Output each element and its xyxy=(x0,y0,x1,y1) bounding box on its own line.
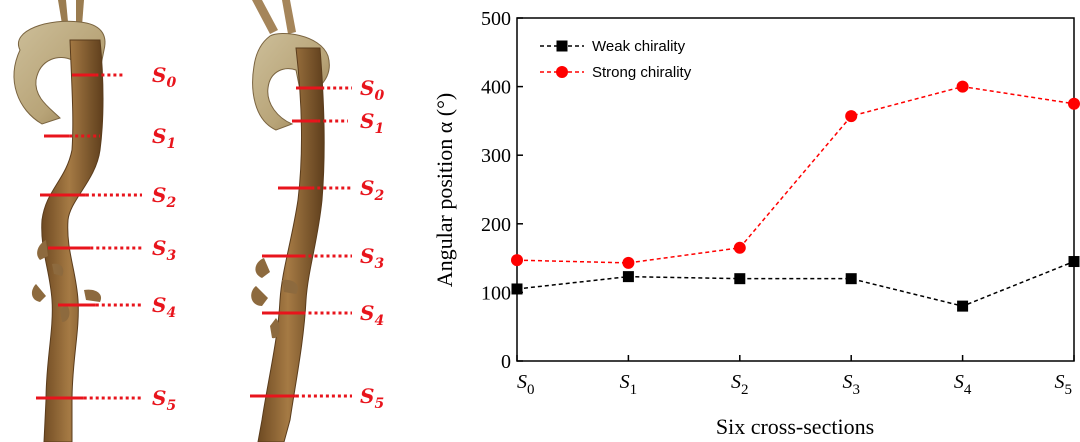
strong-section-label-0: S0 xyxy=(360,76,384,104)
series-0-point-3 xyxy=(845,273,857,285)
strong-section-label-3-letter: S xyxy=(360,244,374,268)
x-tick-subscript-0: 0 xyxy=(527,382,535,398)
strong-section-label-2-letter: S xyxy=(360,176,374,200)
strong-section-label-4: S4 xyxy=(360,301,384,329)
x-tick-subscript-3: 3 xyxy=(852,382,860,398)
x-tick-label-0: S0 xyxy=(517,371,535,398)
weak-section-label-3: S3 xyxy=(152,236,176,264)
weak-section-label-4-letter: S xyxy=(152,293,166,317)
weak-section-label-3-letter: S xyxy=(152,236,166,260)
strong-section-label-5-letter: S xyxy=(360,384,374,408)
series-0-point-0 xyxy=(511,283,523,295)
legend-marker-0 xyxy=(556,40,568,52)
series-1-point-0 xyxy=(511,254,523,267)
legend-marker-1 xyxy=(556,66,568,78)
weak-section-label-2-letter: S xyxy=(152,183,166,207)
weak-section-label-3-subscript: 3 xyxy=(166,248,176,264)
series-0-point-4 xyxy=(957,300,969,312)
series-0-point-1 xyxy=(622,271,634,283)
strong-section-label-0-letter: S xyxy=(360,76,374,100)
legend: Weak chirality Strong chirality xyxy=(540,38,692,81)
aorta-render-weak xyxy=(13,0,106,442)
x-tick-label-3: S3 xyxy=(842,371,860,398)
series-1-point-3 xyxy=(845,110,858,123)
y-tick-label-4: 400 xyxy=(481,77,511,99)
x-tick-letter-0: S xyxy=(517,371,527,393)
strong-section-label-2: S2 xyxy=(360,176,384,204)
legend-label-0: Weak chirality xyxy=(592,38,686,55)
strong-section-label-3-subscript: 3 xyxy=(374,256,384,272)
weak-section-label-5-letter: S xyxy=(152,386,166,410)
x-tick-label-4: S4 xyxy=(954,371,972,398)
x-axis-title: Six cross-sections xyxy=(716,414,874,439)
legend-label-1: Strong chirality xyxy=(592,64,692,81)
y-tick-label-3: 300 xyxy=(481,145,511,167)
strong-section-label-3: S3 xyxy=(360,244,384,272)
series-1-point-2 xyxy=(733,241,746,254)
series-0-point-2 xyxy=(734,273,746,285)
y-tick-label-0: 0 xyxy=(501,351,511,373)
x-tick-label-2: S2 xyxy=(731,371,749,398)
weak-section-label-2-subscript: 2 xyxy=(165,195,176,211)
weak-section-label-0-subscript: 0 xyxy=(166,75,176,91)
strong-section-label-0-subscript: 0 xyxy=(374,88,384,104)
y-axis: 0 100 200 300 400 500 xyxy=(481,8,523,373)
weak-section-label-2: S2 xyxy=(152,183,176,211)
weak-section-label-1-letter: S xyxy=(152,124,166,148)
aorta-render-strong xyxy=(251,0,330,442)
y-tick-label-5: 500 xyxy=(481,8,511,30)
series-line-1 xyxy=(516,85,1075,264)
weak-section-label-4-subscript: 4 xyxy=(166,305,176,321)
strong-section-label-4-subscript: 4 xyxy=(374,313,384,329)
x-tick-subscript-1: 1 xyxy=(630,382,638,398)
x-tick-label-1: S1 xyxy=(620,371,638,398)
series-0-point-5 xyxy=(1068,256,1080,268)
weak-section-label-0: S0 xyxy=(152,63,176,91)
strong-section-label-1: S1 xyxy=(360,109,384,137)
strong-section-label-5: S5 xyxy=(360,384,384,412)
weak-section-label-4: S4 xyxy=(152,293,176,321)
strong-section-label-4-letter: S xyxy=(360,301,374,325)
plot-frame xyxy=(516,17,1075,362)
series-layer xyxy=(511,80,1080,312)
series-line-0 xyxy=(516,260,1075,307)
y-axis-title: Angular position α (°) xyxy=(432,93,457,287)
strong-section-label-2-subscript: 2 xyxy=(373,188,384,204)
y-tick-label-2: 200 xyxy=(481,214,511,236)
x-tick-letter-5: S xyxy=(1055,371,1065,393)
weak-section-label-0-letter: S xyxy=(152,63,166,87)
x-tick-label-5: S5 xyxy=(1055,371,1073,398)
strong-section-label-1-letter: S xyxy=(360,109,374,133)
weak-section-label-1: S1 xyxy=(152,124,176,152)
series-1-point-5 xyxy=(1068,97,1080,110)
series-1-point-1 xyxy=(622,256,635,269)
weak-section-label-5: S5 xyxy=(152,386,176,414)
x-tick-letter-4: S xyxy=(954,371,964,393)
strong-section-label-5-subscript: 5 xyxy=(374,396,384,412)
x-tick-letter-1: S xyxy=(620,371,630,393)
x-tick-letter-3: S xyxy=(842,371,852,393)
series-1-point-4 xyxy=(956,80,969,93)
x-tick-subscript-2: 2 xyxy=(741,382,749,398)
x-tick-subscript-4: 4 xyxy=(964,382,972,398)
x-tick-subscript-5: 5 xyxy=(1065,382,1073,398)
x-tick-letter-2: S xyxy=(731,371,741,393)
weak-section-label-1-subscript: 1 xyxy=(166,136,176,152)
x-axis: S0 S1 S2 S3 S4 S5 xyxy=(516,355,1075,398)
strong-section-label-1-subscript: 1 xyxy=(374,121,384,137)
y-tick-label-1: 100 xyxy=(481,282,511,304)
weak-section-label-5-subscript: 5 xyxy=(166,398,176,414)
